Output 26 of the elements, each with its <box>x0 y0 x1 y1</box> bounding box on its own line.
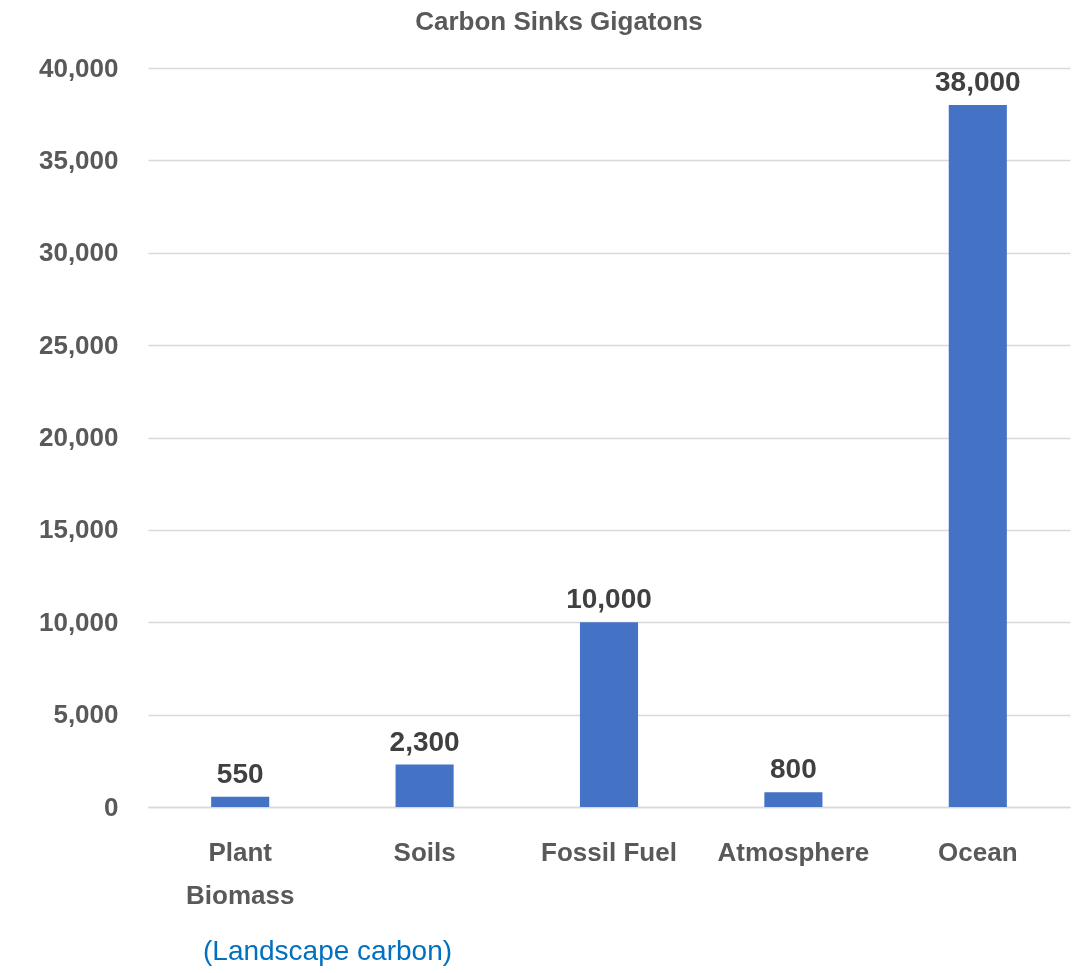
data-label: 550 <box>216 757 264 789</box>
y-tick-label: 35,000 <box>38 144 119 175</box>
x-tick-label: Ocean <box>938 836 1018 867</box>
y-tick-label: 25,000 <box>38 329 119 360</box>
y-tick-label: 15,000 <box>38 514 119 545</box>
data-label: 10,000 <box>566 583 652 615</box>
bar <box>395 764 454 807</box>
x-tick-label: Soils <box>393 836 456 867</box>
bar <box>211 796 270 807</box>
data-label: 2,300 <box>389 725 460 757</box>
bar <box>948 104 1007 807</box>
data-label: 38,000 <box>934 65 1021 97</box>
text: (Landscape carbon) <box>203 935 453 966</box>
bar <box>764 792 823 807</box>
y-tick-label: 10,000 <box>38 606 119 637</box>
chart-title: Carbon Sinks Gigatons <box>415 6 703 36</box>
y-tick-label: 0 <box>104 791 119 822</box>
x-tick-label: Fossil Fuel <box>541 836 677 867</box>
x-tick-label: Atmosphere <box>717 836 870 867</box>
y-tick-label: 30,000 <box>38 237 119 268</box>
y-tick-label: 5,000 <box>53 699 119 730</box>
y-tick-label: 40,000 <box>38 52 119 83</box>
x-tick-label: Plant Biomass <box>186 836 295 910</box>
bar <box>579 622 639 807</box>
y-tick-label: 20,000 <box>38 422 119 452</box>
data-label: 800 <box>770 753 817 785</box>
